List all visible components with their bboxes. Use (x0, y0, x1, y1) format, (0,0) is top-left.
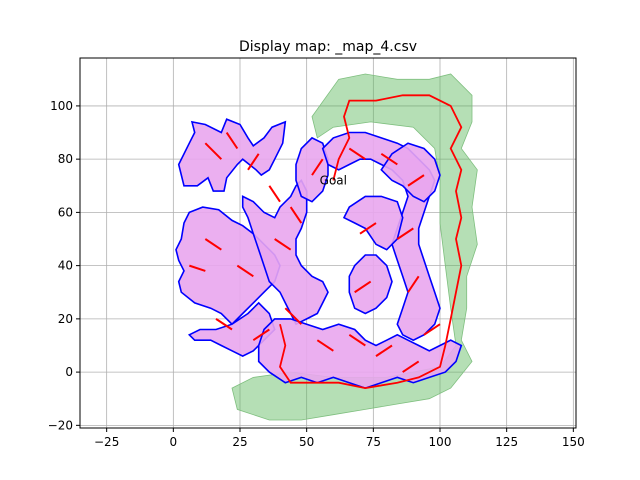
x-tick-label: −25 (94, 435, 119, 449)
y-axis: −20 0 20 40 60 80 100 (48, 99, 80, 432)
x-tick-label: 75 (366, 435, 381, 449)
y-tick-label: 100 (50, 99, 73, 113)
x-tick-label: 0 (170, 435, 178, 449)
roadmap-segment (247, 153, 260, 171)
obstacle-inner-c (342, 195, 404, 251)
roadmap-segment (289, 206, 303, 224)
planned-path (279, 94, 463, 390)
x-axis: −25 0 25 50 75 100 125 150 (94, 428, 585, 449)
plot-area-frame (79, 57, 577, 429)
roadmap-segment (359, 222, 377, 235)
x-tick-label: 100 (429, 435, 452, 449)
x-tick-label: 150 (562, 435, 585, 449)
roadmap-segment (268, 185, 281, 203)
roadmap-segment (252, 328, 270, 341)
obstacle-top-left-blob (177, 118, 287, 192)
obstacle-layer (175, 118, 463, 389)
roadmap-segment (316, 339, 334, 352)
roadmap-segment (402, 360, 420, 373)
roadmap-segment (375, 344, 393, 357)
y-tick-label: 80 (58, 152, 73, 166)
roadmap-segment (204, 142, 223, 160)
roadmap-segment (396, 227, 414, 240)
y-tick-label: −20 (48, 418, 73, 432)
obstacle-right-mid-blob (348, 254, 393, 315)
obstacle-center-column (241, 179, 329, 326)
roadmap-segment (284, 307, 303, 325)
roadmap-segment (204, 238, 222, 251)
roadmap-segment (380, 152, 398, 166)
roadmap-segment (407, 174, 425, 187)
obstacle-right-upper-blob (380, 142, 441, 203)
roadmap-segment (311, 158, 324, 176)
y-tick-label: 60 (58, 205, 73, 219)
roadmap-segment (348, 334, 366, 347)
roadmap-segment (225, 131, 239, 150)
x-tick-label: 125 (495, 435, 518, 449)
roadmap-segment (189, 264, 206, 272)
path-layer (279, 94, 463, 390)
y-tick-label: 20 (58, 312, 73, 326)
annotation-layer: Goal (320, 173, 347, 187)
roadmap-segment (354, 280, 372, 294)
roadmap-segment (407, 275, 420, 293)
roadmap-segment (274, 238, 292, 251)
roadmap-segment (423, 323, 441, 336)
x-tick-label: 25 (232, 435, 247, 449)
y-tick-label: 0 (65, 365, 73, 379)
roadmap-segment (215, 318, 233, 331)
x-tick-label: 50 (299, 435, 314, 449)
goal-label: Goal (320, 173, 347, 187)
chart-title: Display map: _map_4.csv (239, 39, 417, 55)
roadmap-segment (236, 264, 254, 278)
obstacle-bottom-chain (257, 318, 463, 389)
road-layer (189, 131, 441, 373)
y-tick-label: 40 (58, 259, 73, 273)
obstacle-center-top-blob (295, 136, 329, 203)
roadmap-segment (348, 147, 366, 160)
